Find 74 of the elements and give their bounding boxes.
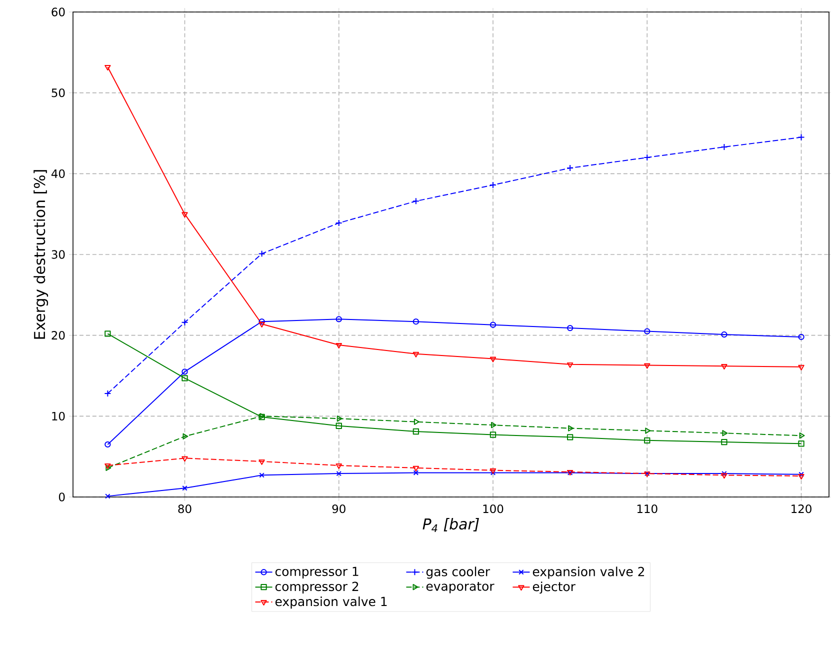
point bbox=[720, 144, 728, 150]
point bbox=[182, 368, 188, 375]
point bbox=[258, 459, 265, 465]
point bbox=[336, 316, 342, 322]
y-tick-label: 40 bbox=[51, 169, 65, 178]
point bbox=[721, 331, 728, 338]
legend-label: gas cooler bbox=[426, 566, 490, 579]
point bbox=[798, 134, 805, 141]
point bbox=[413, 470, 419, 476]
point bbox=[336, 416, 342, 422]
point bbox=[182, 212, 188, 218]
point bbox=[259, 472, 264, 478]
legend-label: compressor 2 bbox=[275, 582, 358, 594]
point bbox=[182, 456, 188, 462]
point bbox=[258, 250, 266, 258]
point bbox=[412, 352, 420, 358]
point bbox=[182, 485, 188, 491]
point bbox=[799, 432, 805, 439]
y-tick-label: 0 bbox=[58, 492, 65, 502]
x-tick-label: 100 bbox=[483, 504, 504, 514]
point bbox=[181, 318, 188, 326]
point bbox=[258, 318, 265, 325]
y-tick-label: 10 bbox=[52, 412, 65, 420]
y-tick-label: 60 bbox=[52, 8, 65, 16]
point bbox=[490, 432, 496, 438]
x-tick-label: 90 bbox=[332, 504, 346, 514]
point bbox=[490, 356, 496, 362]
point bbox=[182, 375, 188, 382]
point bbox=[336, 343, 342, 349]
legend-label: expansion valve 1 bbox=[275, 596, 387, 609]
point bbox=[644, 154, 651, 161]
point bbox=[721, 473, 728, 479]
point bbox=[104, 390, 112, 398]
point bbox=[491, 422, 496, 428]
point bbox=[568, 425, 574, 432]
legend-label: evaporator bbox=[426, 582, 494, 594]
y-tick-label: 50 bbox=[52, 88, 65, 98]
point bbox=[336, 463, 342, 469]
point bbox=[412, 428, 420, 435]
point bbox=[258, 322, 265, 328]
point bbox=[721, 438, 728, 446]
point bbox=[104, 330, 111, 337]
x-tick-label: 110 bbox=[637, 504, 658, 514]
x-axis-title: P$_{4}$ [bar] bbox=[422, 518, 479, 532]
legend-label: expansion valve 2 bbox=[532, 566, 644, 579]
point bbox=[722, 470, 727, 476]
point bbox=[566, 324, 574, 332]
point bbox=[336, 422, 342, 429]
point bbox=[335, 219, 342, 226]
point bbox=[490, 181, 496, 188]
point bbox=[645, 428, 651, 434]
point bbox=[182, 433, 188, 440]
point bbox=[490, 322, 496, 328]
point bbox=[644, 363, 650, 369]
point bbox=[412, 198, 420, 205]
y-tick-label: 30 bbox=[52, 250, 65, 259]
point bbox=[644, 328, 650, 334]
x-tick-label: 80 bbox=[178, 504, 192, 514]
point bbox=[644, 437, 650, 444]
y-tick-label: 20 bbox=[52, 331, 65, 340]
point bbox=[414, 418, 420, 425]
x-tick-label: 120 bbox=[792, 504, 812, 514]
point bbox=[566, 164, 574, 172]
legend-label: ejector bbox=[532, 582, 576, 594]
y-axis-title: Exergy destruction [%] bbox=[34, 170, 48, 339]
point bbox=[336, 470, 342, 476]
point bbox=[566, 362, 574, 368]
point bbox=[722, 430, 728, 436]
point bbox=[798, 440, 804, 447]
point bbox=[566, 434, 574, 440]
legend-label: compressor 1 bbox=[275, 566, 358, 579]
point bbox=[412, 318, 420, 325]
point bbox=[721, 364, 728, 370]
point bbox=[412, 466, 420, 472]
